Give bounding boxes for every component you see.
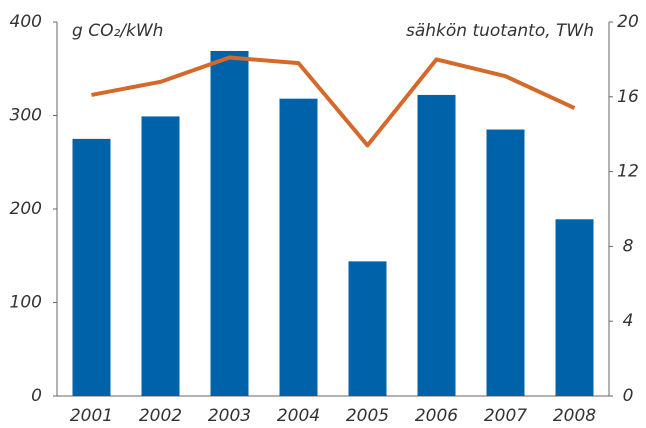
x-tick-label: 2005: [346, 406, 389, 426]
y-tick-label: 200: [10, 199, 42, 219]
y-tick-label: 100: [10, 293, 42, 313]
bar: [279, 98, 318, 397]
x-tick-label: 2006: [415, 406, 458, 426]
bar: [486, 129, 525, 396]
x-tick-label: 2004: [277, 406, 320, 426]
bar: [555, 219, 594, 396]
y-tick-label: 400: [10, 12, 42, 32]
bar: [72, 138, 111, 396]
x-tick-label: 2008: [553, 406, 596, 426]
bar: [141, 116, 180, 396]
y2-tick-label: 4: [623, 311, 634, 331]
bar: [417, 94, 456, 397]
y2-tick-label: 20: [617, 12, 639, 32]
y2-tick-label: 8: [623, 236, 634, 256]
bar: [348, 261, 387, 396]
y2-axis-label: sähkön tuotanto, TWh: [406, 21, 594, 41]
y-axis-label: g CO₂/kWh: [72, 21, 163, 41]
y-tick-label: 0: [31, 386, 42, 406]
x-tick-label: 2001: [70, 406, 113, 426]
x-tick-label: 2002: [139, 406, 182, 426]
x-tick-label: 2003: [208, 406, 251, 426]
line: [91, 55, 576, 148]
y2-tick-label: 16: [617, 87, 639, 107]
y2-tick-label: 0: [623, 386, 634, 406]
y2-tick-label: 12: [617, 162, 639, 182]
y-tick-label: 300: [10, 106, 42, 126]
bar: [210, 50, 249, 397]
x-tick-label: 2007: [484, 406, 527, 426]
